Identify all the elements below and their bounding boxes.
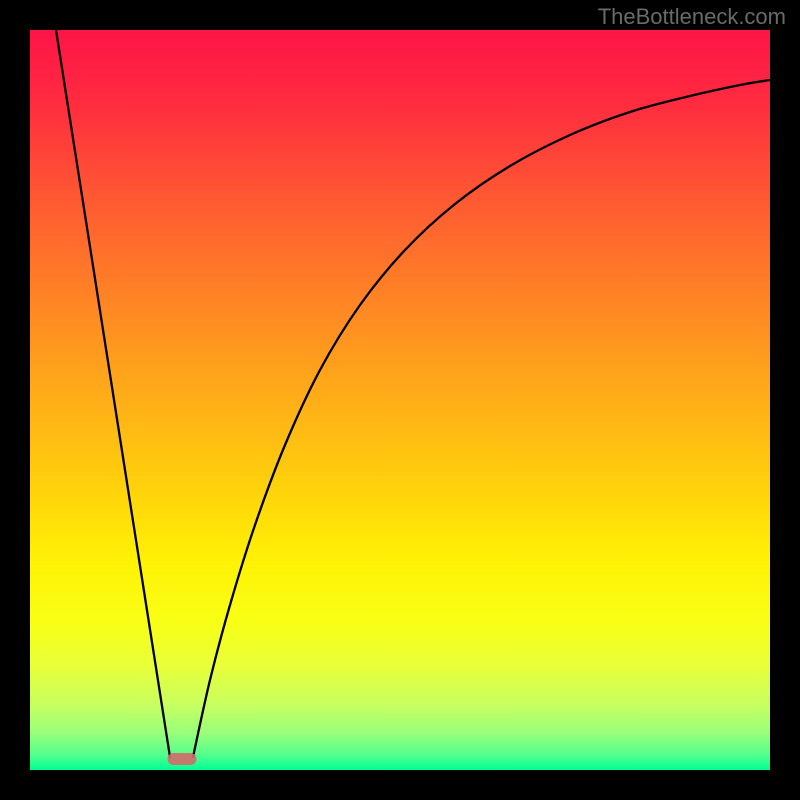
- watermark-label: TheBottleneck.com: [598, 4, 786, 30]
- valley-marker: [168, 753, 197, 765]
- chart-svg: [0, 0, 800, 800]
- gradient-background: [30, 30, 770, 770]
- chart-container: TheBottleneck.com: [0, 0, 800, 800]
